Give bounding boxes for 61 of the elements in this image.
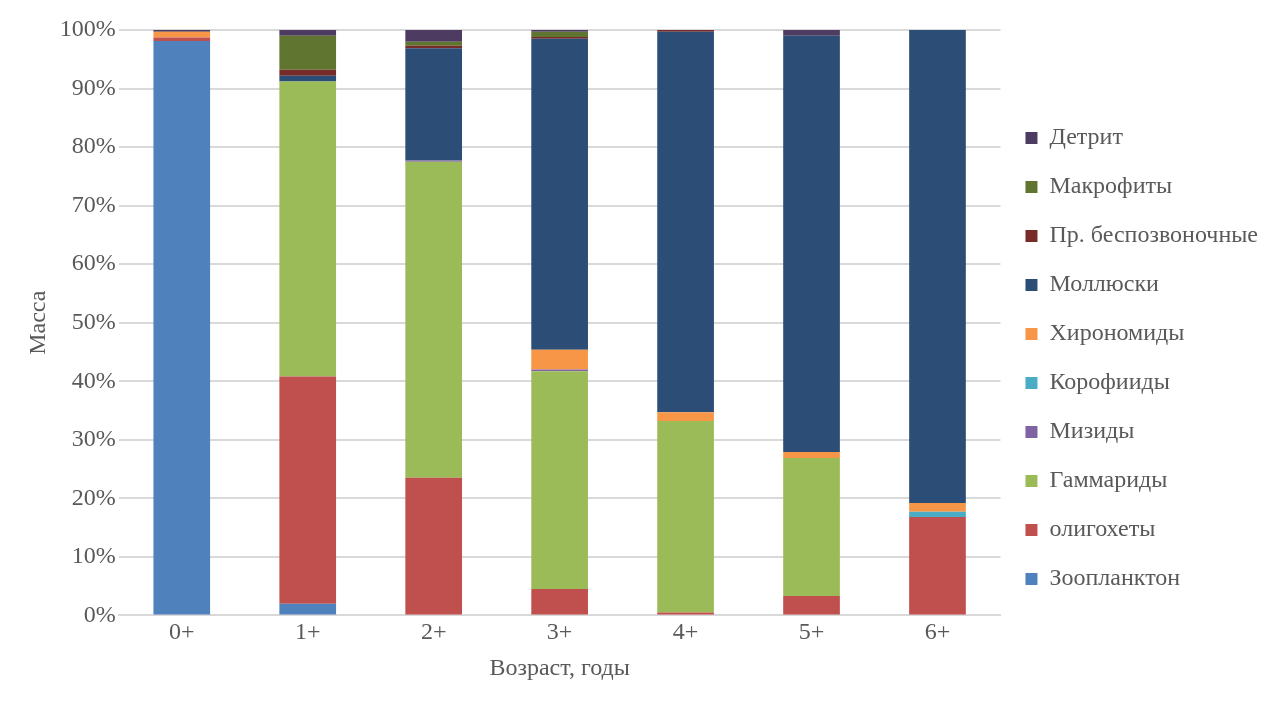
bar bbox=[153, 41, 211, 615]
bar bbox=[783, 596, 840, 615]
y-axis-title: Масса bbox=[23, 290, 50, 355]
x-tick-label: 0+ bbox=[169, 618, 195, 645]
y-tick-label: 70% bbox=[71, 190, 116, 217]
bar bbox=[405, 161, 463, 478]
bar bbox=[279, 35, 337, 70]
bar bbox=[909, 517, 966, 615]
legend-label: Гаммариды bbox=[1049, 466, 1168, 493]
bar bbox=[405, 41, 463, 46]
bar bbox=[531, 589, 588, 615]
bar bbox=[657, 412, 714, 422]
y-tick-label: 20% bbox=[71, 483, 116, 510]
legend-label: Макрофиты bbox=[1049, 172, 1173, 199]
bar bbox=[531, 31, 588, 38]
bar bbox=[783, 452, 840, 458]
bar bbox=[279, 376, 337, 604]
x-tick-label: 1+ bbox=[294, 618, 321, 645]
legend-label: Зоопланктон bbox=[1049, 564, 1181, 591]
legend-label: Моллюски bbox=[1049, 270, 1160, 297]
bar bbox=[279, 81, 337, 377]
legend-label: Пр. беспозвоночные bbox=[1049, 221, 1259, 248]
x-tick-label: 3+ bbox=[546, 618, 573, 645]
bar bbox=[657, 31, 714, 413]
y-tick-label: 50% bbox=[71, 308, 116, 334]
x-tick-label: 4+ bbox=[672, 618, 699, 645]
bar bbox=[783, 457, 840, 597]
bar bbox=[279, 30, 337, 36]
y-tick-label: 60% bbox=[71, 249, 116, 276]
bar bbox=[531, 371, 588, 590]
legend-label: Детрит bbox=[1049, 123, 1124, 150]
y-tick-label: 10% bbox=[71, 542, 116, 569]
y-tick-label: 100% bbox=[59, 15, 116, 42]
bar bbox=[405, 48, 463, 161]
x-axis-title: Возраст, годы bbox=[489, 653, 630, 680]
bar bbox=[279, 603, 337, 615]
bar bbox=[783, 30, 840, 36]
bar bbox=[153, 31, 211, 38]
bar bbox=[405, 477, 463, 615]
y-tick-label: 40% bbox=[71, 366, 116, 393]
bar bbox=[909, 511, 966, 518]
y-tick-label: 0% bbox=[83, 600, 116, 627]
bar bbox=[783, 35, 840, 453]
legend-label: олигохеты bbox=[1049, 515, 1156, 542]
y-tick-label: 90% bbox=[71, 73, 116, 100]
y-tick-label: 30% bbox=[71, 425, 116, 452]
y-tick-label: 80% bbox=[71, 132, 116, 159]
bar bbox=[909, 503, 966, 512]
bar bbox=[279, 75, 337, 82]
bar bbox=[405, 30, 463, 42]
bar bbox=[657, 421, 714, 613]
x-tick-label: 2+ bbox=[420, 618, 447, 645]
bar bbox=[531, 349, 588, 370]
bar bbox=[279, 69, 337, 76]
legend-label: Мизиды bbox=[1049, 417, 1135, 444]
bar bbox=[909, 30, 966, 503]
bar bbox=[531, 38, 588, 350]
x-tick-label: 5+ bbox=[798, 618, 825, 645]
legend-label: Хирономиды bbox=[1049, 319, 1185, 346]
x-tick-label: 6+ bbox=[924, 618, 951, 645]
legend-label: Корофииды bbox=[1049, 368, 1170, 395]
